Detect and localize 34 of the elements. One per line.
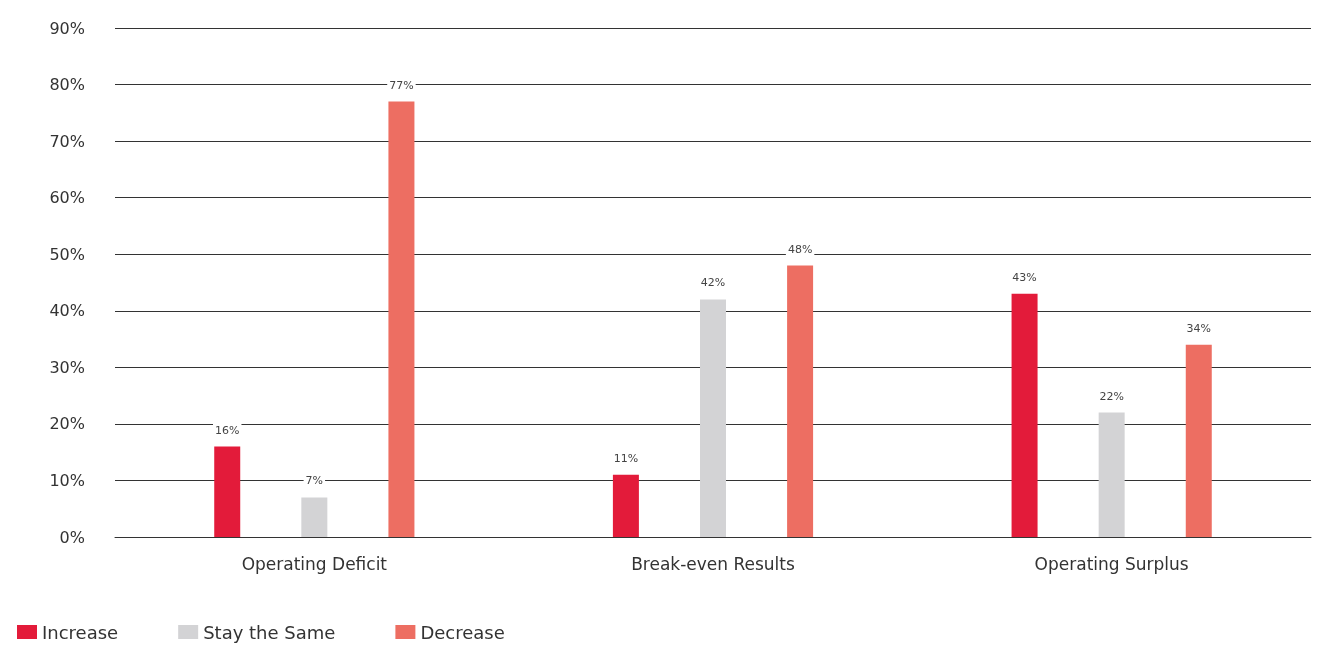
data-label: 48%	[787, 242, 813, 256]
data-label: 7%	[305, 474, 324, 488]
y-tick-label: 70%	[49, 131, 85, 151]
bar	[301, 497, 328, 537]
data-label: 77%	[389, 78, 414, 92]
y-tick-label: 80%	[49, 75, 85, 95]
bar	[612, 474, 639, 537]
y-tick-label: 10%	[49, 470, 85, 490]
y-tick-label: 30%	[49, 357, 85, 377]
data-label: 34%	[1186, 321, 1211, 335]
bar	[1185, 344, 1212, 537]
bar	[700, 299, 726, 537]
data-label: 42%	[700, 276, 726, 290]
bar	[1098, 412, 1125, 537]
bar	[388, 101, 415, 537]
legend-label: Stay the Same	[203, 621, 336, 643]
legend-label: Increase	[42, 621, 119, 643]
y-tick-label: 90%	[49, 18, 85, 38]
x-tick-label: Break-even Results	[631, 553, 795, 574]
y-tick-label: 0%	[59, 527, 85, 547]
bar	[214, 446, 241, 537]
data-label: 16%	[215, 423, 240, 437]
y-tick-label: 40%	[49, 301, 85, 321]
data-label: 43%	[1012, 270, 1037, 284]
data-label: 11%	[613, 451, 639, 465]
y-tick-label: 20%	[49, 414, 85, 434]
bar	[1011, 293, 1038, 537]
y-tick-label: 50%	[49, 244, 85, 264]
x-tick-label: Operating Surplus	[1034, 553, 1189, 574]
x-tick-label: Operating Deficit	[241, 553, 388, 574]
data-label: 22%	[1099, 389, 1124, 403]
bar	[787, 265, 814, 537]
y-tick-label: 60%	[49, 188, 85, 208]
legend-label: Decrease	[420, 621, 505, 643]
